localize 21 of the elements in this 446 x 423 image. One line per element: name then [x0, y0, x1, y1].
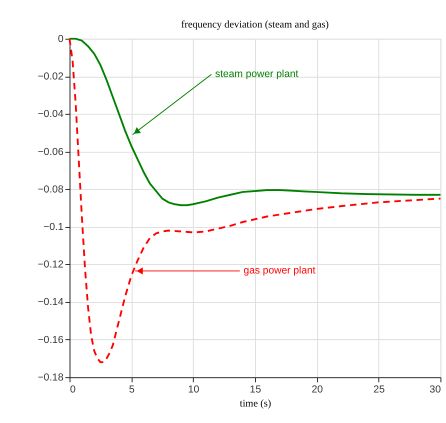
- y-tick-label: −0.02: [38, 72, 64, 83]
- y-tick-label: −0.08: [38, 184, 64, 196]
- x-tick-label: 20: [312, 384, 324, 396]
- x-tick-label: 0: [70, 384, 76, 396]
- x-tick-label: 10: [188, 384, 200, 396]
- y-tick-label: −0.1: [43, 222, 64, 234]
- y-tick-label: −0.18: [38, 372, 64, 384]
- x-tick-label: 15: [250, 384, 262, 396]
- y-tick-label: −0.16: [38, 334, 64, 346]
- y-tick-label: −0.14: [38, 297, 64, 308]
- annotation: steam power plant: [215, 69, 299, 80]
- x-tick-label: 30: [430, 384, 442, 396]
- y-tick-label: 0: [58, 34, 64, 45]
- y-tick-label: −0.04: [38, 109, 64, 120]
- chart-title: frequency deviation (steam and gas): [181, 20, 329, 31]
- x-axis-title: time (s): [240, 398, 272, 410]
- x-tick-label: 5: [128, 384, 135, 396]
- x-tick-label: 25: [373, 384, 386, 396]
- y-tick-label: −0.06: [38, 146, 64, 158]
- annotation: gas power plant: [244, 266, 316, 277]
- y-tick-label: −0.12: [38, 260, 64, 271]
